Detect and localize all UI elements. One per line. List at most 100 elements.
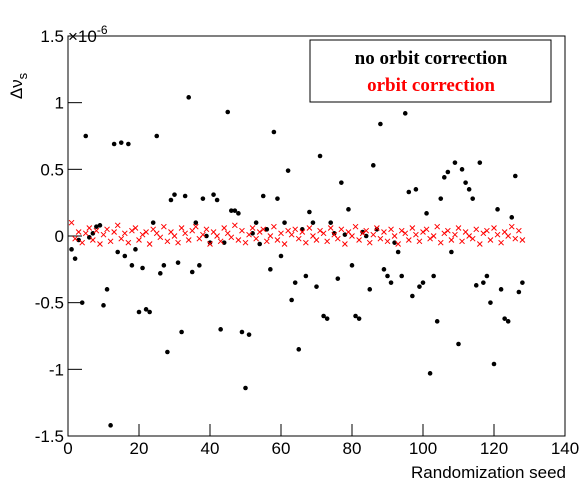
data-point bbox=[363, 227, 370, 234]
data-point bbox=[100, 231, 107, 238]
data-point bbox=[469, 235, 476, 242]
data-point bbox=[122, 253, 128, 259]
data-point bbox=[111, 141, 117, 147]
data-point bbox=[168, 197, 174, 203]
data-point bbox=[410, 293, 415, 299]
data-point bbox=[186, 95, 191, 100]
data-point bbox=[97, 223, 103, 228]
data-point bbox=[515, 227, 522, 234]
data-point bbox=[406, 189, 412, 195]
data-point bbox=[328, 220, 334, 225]
data-point bbox=[161, 263, 167, 268]
data-point bbox=[182, 193, 188, 199]
x-axis-label: Randomization seed bbox=[411, 463, 566, 482]
data-point bbox=[405, 237, 412, 243]
data-point bbox=[509, 215, 515, 220]
y-label-main: Δν bbox=[7, 79, 26, 99]
data-point bbox=[75, 229, 82, 235]
data-point bbox=[420, 280, 426, 285]
data-point bbox=[140, 265, 145, 271]
data-point bbox=[72, 235, 78, 242]
data-point bbox=[381, 229, 387, 235]
data-point bbox=[89, 237, 96, 243]
data-point bbox=[445, 169, 451, 175]
data-point bbox=[335, 276, 341, 281]
data-point bbox=[363, 233, 369, 239]
data-point bbox=[442, 175, 447, 180]
data-point bbox=[231, 222, 238, 229]
x-tick-label: 20 bbox=[130, 439, 149, 458]
data-point bbox=[349, 263, 355, 268]
data-point bbox=[310, 220, 316, 225]
data-point bbox=[395, 241, 402, 247]
data-point bbox=[505, 233, 512, 239]
data-point bbox=[324, 238, 331, 245]
legend: no orbit correction orbit correction bbox=[309, 39, 552, 103]
data-point bbox=[491, 225, 497, 231]
data-point bbox=[512, 235, 519, 242]
x-tick-label: 60 bbox=[272, 439, 291, 458]
data-point bbox=[69, 247, 74, 252]
data-point bbox=[136, 237, 142, 243]
data-point bbox=[72, 256, 78, 261]
data-point bbox=[449, 249, 454, 255]
data-point bbox=[150, 220, 156, 225]
data-point bbox=[314, 284, 319, 289]
data-point bbox=[285, 168, 291, 173]
y-tick-label: -0.5 bbox=[35, 294, 64, 313]
data-point bbox=[93, 227, 100, 234]
data-point bbox=[129, 263, 135, 268]
data-point bbox=[370, 231, 377, 238]
x-tick-label: 0 bbox=[63, 439, 72, 458]
legend-label: orbit correction bbox=[367, 75, 495, 96]
data-point bbox=[172, 192, 177, 197]
data-point bbox=[417, 284, 422, 289]
data-point bbox=[182, 230, 189, 237]
data-point bbox=[398, 227, 405, 234]
data-point bbox=[508, 223, 515, 230]
data-point bbox=[327, 225, 334, 231]
data-point bbox=[136, 309, 142, 315]
data-point bbox=[164, 238, 171, 245]
data-point bbox=[94, 224, 99, 229]
data-point bbox=[367, 287, 373, 292]
data-point bbox=[385, 273, 390, 279]
y-tick-label: 1 bbox=[55, 94, 64, 113]
legend-box bbox=[309, 39, 552, 103]
data-point bbox=[271, 129, 277, 135]
data-point bbox=[97, 241, 103, 247]
data-point bbox=[101, 303, 106, 308]
data-point bbox=[388, 226, 394, 233]
data-point bbox=[374, 227, 380, 232]
data-point bbox=[87, 235, 92, 240]
data-point bbox=[253, 220, 259, 225]
data-point bbox=[111, 229, 118, 235]
data-point bbox=[282, 220, 287, 225]
data-point bbox=[115, 249, 120, 255]
data-point bbox=[427, 235, 433, 242]
data-point bbox=[236, 211, 241, 216]
data-point bbox=[114, 222, 121, 229]
data-point bbox=[331, 231, 337, 236]
data-point bbox=[175, 260, 181, 265]
data-point bbox=[346, 207, 351, 212]
y-axis-label: Δνs bbox=[7, 72, 30, 99]
data-point bbox=[147, 309, 152, 315]
data-point bbox=[243, 385, 248, 391]
data-point bbox=[229, 208, 234, 213]
data-point bbox=[260, 193, 266, 199]
data-point bbox=[143, 307, 149, 312]
data-point bbox=[477, 160, 483, 165]
data-point bbox=[292, 226, 299, 233]
data-point bbox=[275, 196, 280, 201]
data-point bbox=[118, 140, 124, 145]
data-point bbox=[488, 300, 493, 305]
y-tick-label: 0.5 bbox=[40, 160, 64, 179]
data-point bbox=[320, 230, 327, 237]
data-point bbox=[126, 141, 131, 147]
data-point bbox=[452, 160, 458, 165]
data-point bbox=[239, 227, 245, 234]
data-point bbox=[381, 267, 387, 272]
data-point bbox=[434, 319, 440, 324]
data-point bbox=[427, 371, 433, 376]
